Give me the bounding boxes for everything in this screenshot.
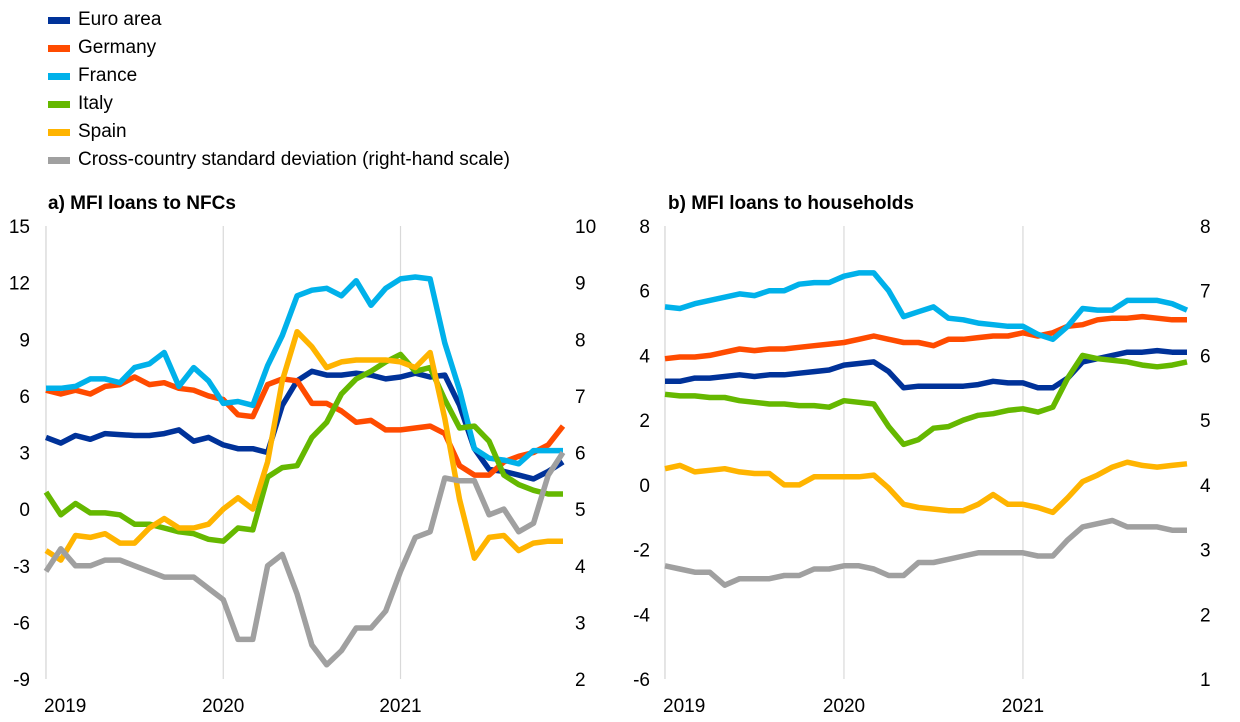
- legend-swatch-spain: [48, 128, 70, 136]
- panel-a-x-tick-label: 2021: [379, 696, 421, 717]
- legend-item-france: France: [48, 62, 510, 90]
- panel-b-x-tick-label: 2020: [823, 696, 865, 717]
- legend-label-france: France: [78, 65, 138, 86]
- panel-a-y2-tick-label: 7: [575, 387, 586, 408]
- panel-a-series-france: [46, 274, 563, 467]
- panel-a-y-tick-label: 3: [19, 444, 30, 465]
- panel-b-series-euro-area: [665, 347, 1187, 391]
- panel-b-y2-tick-label: 2: [1200, 605, 1211, 626]
- legend-label-germany: Germany: [78, 37, 157, 58]
- legend-item-italy: Italy: [48, 90, 510, 118]
- panel-a-y2-tick-label: 2: [575, 670, 586, 691]
- panel-a-x-tick-label: 2019: [44, 696, 86, 717]
- panel-b-series-cross-country-standard-deviati: [664, 517, 1187, 588]
- legend-item-spain: Spain: [48, 118, 510, 146]
- panel-b-y-tick-label: -2: [633, 541, 650, 562]
- panel-b-series-italy: [664, 352, 1188, 448]
- panel-b-y2-tick-label: 5: [1200, 411, 1211, 432]
- panel-b-y-tick-label: 0: [639, 476, 650, 497]
- legend-swatch-italy: [48, 100, 70, 108]
- panel-a-x-tick-label: 2020: [202, 696, 244, 717]
- panel-b-y-tick-label: -4: [633, 605, 650, 626]
- panel-b-y-tick-label: 6: [639, 282, 650, 303]
- panel-a-y2-tick-label: 10: [575, 217, 596, 238]
- panel-a-y-tick-label: 6: [19, 387, 30, 408]
- panel-b-series-germany: [664, 313, 1187, 362]
- legend-label-spain: Spain: [78, 121, 127, 142]
- panel-a-series-spain: [44, 328, 563, 563]
- panel-a-y-tick-label: 9: [19, 330, 30, 351]
- panel-b-y2-tick-label: 7: [1200, 282, 1211, 303]
- legend-label-italy: Italy: [78, 93, 113, 114]
- panel-b-y2-tick-label: 8: [1200, 217, 1211, 238]
- panel-a-y-tick-label: -3: [13, 557, 30, 578]
- panel-a-y-tick-label: -9: [13, 670, 30, 691]
- panel-a-y-tick-label: 12: [9, 274, 30, 295]
- legend-item-euro-area: Euro area: [48, 6, 510, 34]
- panel-a-series-italy: [43, 351, 563, 544]
- chart-legend: Euro area Germany France Italy Spain Cro…: [48, 6, 510, 174]
- panel-b-y-tick-label: 8: [639, 217, 650, 238]
- panel-a-y2-tick-label: 6: [575, 444, 586, 465]
- legend-label-euro-area: Euro area: [78, 9, 162, 30]
- legend-label-std-dev: Cross-country standard deviation (right-…: [78, 149, 510, 170]
- panel-a-y2-tick-label: 3: [575, 613, 586, 634]
- panel-a-series-germany: [45, 374, 566, 478]
- panel-b-y2-tick-label: 1: [1200, 670, 1211, 691]
- legend-item-germany: Germany: [48, 34, 510, 62]
- panel-a-y2-tick-label: 4: [575, 557, 586, 578]
- panel-a-series-cross-country-standard-deviati: [43, 450, 566, 668]
- panel-a-y-tick-label: 0: [19, 500, 30, 521]
- panel-b-y2-tick-label: 4: [1200, 476, 1211, 497]
- panel-b-x-tick-label: 2021: [1002, 696, 1044, 717]
- panel-b-y-tick-label: -6: [633, 670, 650, 691]
- panel-b-y2-tick-label: 3: [1200, 541, 1211, 562]
- panel-b-y-tick-label: 4: [639, 346, 650, 367]
- panel-a-y-tick-label: -6: [13, 613, 30, 634]
- panel-a-title: a) MFI loans to NFCs: [48, 193, 236, 214]
- panel-a-y2-tick-label: 5: [575, 500, 586, 521]
- panel-a-y2-tick-label: 9: [575, 274, 586, 295]
- legend-swatch-euro-area: [48, 16, 70, 24]
- legend-item-std-dev: Cross-country standard deviation (right-…: [48, 146, 510, 174]
- panel-b-series-france: [664, 270, 1189, 343]
- legend-swatch-std-dev: [48, 156, 70, 164]
- panel-a-y2-tick-label: 8: [575, 330, 586, 351]
- panel-b-series-spain: [664, 459, 1188, 516]
- panel-b-title: b) MFI loans to households: [668, 193, 914, 214]
- panel-b-y-tick-label: 2: [639, 411, 650, 432]
- panel-a-y-tick-label: 15: [9, 217, 30, 238]
- panel-b-x-tick-label: 2019: [663, 696, 705, 717]
- legend-swatch-germany: [48, 44, 70, 52]
- legend-swatch-france: [48, 72, 70, 80]
- panel-b-y2-tick-label: 6: [1200, 346, 1211, 367]
